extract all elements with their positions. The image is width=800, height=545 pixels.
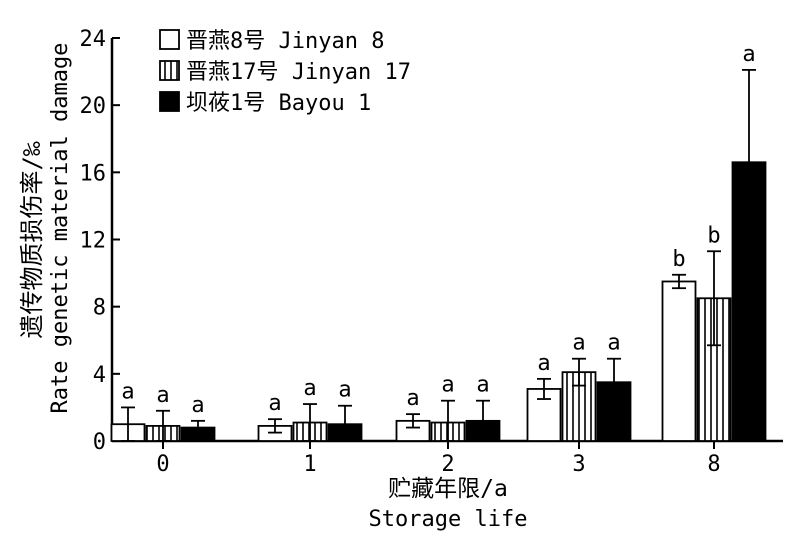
y-tick-label: 4	[93, 363, 106, 388]
significance-label: a	[121, 379, 134, 404]
x-axis-ticks: 0 1 2 3 8	[156, 441, 721, 477]
x-tick-label: 3	[572, 452, 585, 477]
y-tick-label: 8	[93, 296, 106, 321]
significance-label: a	[303, 376, 316, 401]
x-axis-title-chinese: 贮藏年限/a	[388, 476, 508, 502]
y-tick-label: 20	[80, 94, 107, 119]
legend-swatch-open	[159, 29, 180, 50]
x-tick-label: 0	[156, 452, 169, 477]
y-axis-title-chinese: 遗传物质损伤率/‰	[18, 141, 46, 338]
legend-label-jinyan-17: 晋燕17号 Jinyan 17	[186, 60, 411, 85]
significance-label: b	[707, 223, 720, 248]
x-tick-label: 1	[303, 452, 316, 477]
y-tick-label: 12	[80, 229, 107, 254]
legend: 晋燕8号 Jinyan 8 晋燕17号 Jinyan 17 坝莜1号 Bayou…	[159, 29, 411, 116]
legend-label-bayou-1: 坝莜1号 Bayou 1	[186, 91, 371, 116]
significance-label: a	[607, 331, 620, 356]
y-tick-label: 0	[93, 430, 106, 455]
significance-label: a	[441, 373, 454, 398]
legend-swatch-striped	[159, 60, 180, 81]
significance-label: a	[742, 42, 755, 67]
significance-label: a	[338, 378, 351, 403]
x-tick-label: 2	[441, 452, 454, 477]
significance-label: b	[672, 247, 685, 272]
significance-label: a	[572, 331, 585, 356]
significance-label: a	[476, 373, 489, 398]
y-axis-title-english: Rate genetic material damage	[48, 43, 73, 414]
significance-label: a	[406, 386, 419, 411]
bar	[661, 280, 697, 442]
significance-label: a	[191, 393, 204, 418]
y-axis-ticks: 0 4 8 12 16 20 24	[80, 27, 120, 455]
y-tick-label: 16	[80, 161, 107, 186]
x-tick-label: 8	[707, 452, 720, 477]
x-axis-title-english: Storage life	[369, 507, 528, 532]
legend-swatch-solid	[159, 91, 180, 112]
significance-label: a	[268, 391, 281, 416]
y-tick-label: 24	[80, 27, 107, 52]
significance-label: a	[156, 383, 169, 408]
significance-label: a	[537, 351, 550, 376]
legend-label-jinyan-8: 晋燕8号 Jinyan 8	[186, 29, 384, 54]
